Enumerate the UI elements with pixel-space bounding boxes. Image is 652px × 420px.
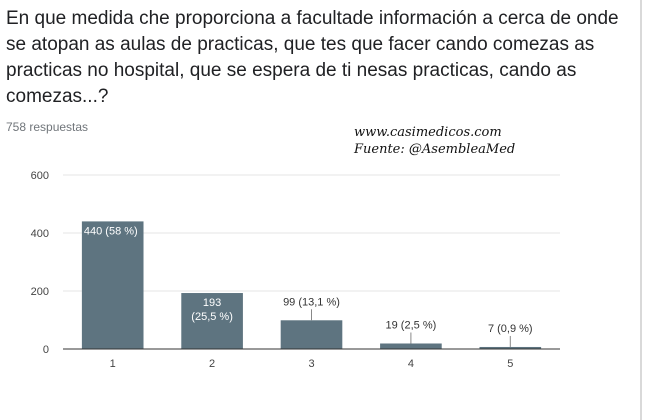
x-tick-label: 3 [308, 358, 314, 370]
bar [81, 221, 144, 349]
y-tick-label: 200 [31, 286, 49, 298]
x-tick-label: 4 [408, 358, 414, 370]
data-label: 7 (0,9 %) [488, 323, 533, 335]
watermark-source: Fuente: @AsembleaMed [354, 142, 516, 157]
y-tick-label: 0 [43, 344, 49, 356]
bar [479, 346, 542, 349]
x-tick-label: 2 [209, 358, 215, 370]
x-tick-label: 1 [110, 358, 116, 370]
data-label: 99 (13,1 %) [283, 296, 340, 308]
data-label: 193 [203, 297, 221, 309]
data-label: 440 (58 %) [84, 225, 138, 237]
watermark: www.casimedicos.com Fuente: @AsembleaMed [354, 124, 515, 158]
data-label: (25,5 %) [191, 311, 233, 323]
y-tick-label: 600 [31, 170, 49, 182]
card-edge [640, 0, 642, 420]
watermark-site: www.casimedicos.com [354, 125, 502, 140]
y-tick-label: 400 [31, 228, 49, 240]
x-tick-label: 5 [507, 358, 513, 370]
bar [280, 320, 343, 349]
data-label: 19 (2,5 %) [386, 319, 437, 331]
bar [181, 293, 243, 349]
responses-count: 758 respuestas [6, 120, 89, 134]
bar [380, 343, 442, 349]
question-title: En que medida che proporciona a facultad… [6, 8, 619, 107]
